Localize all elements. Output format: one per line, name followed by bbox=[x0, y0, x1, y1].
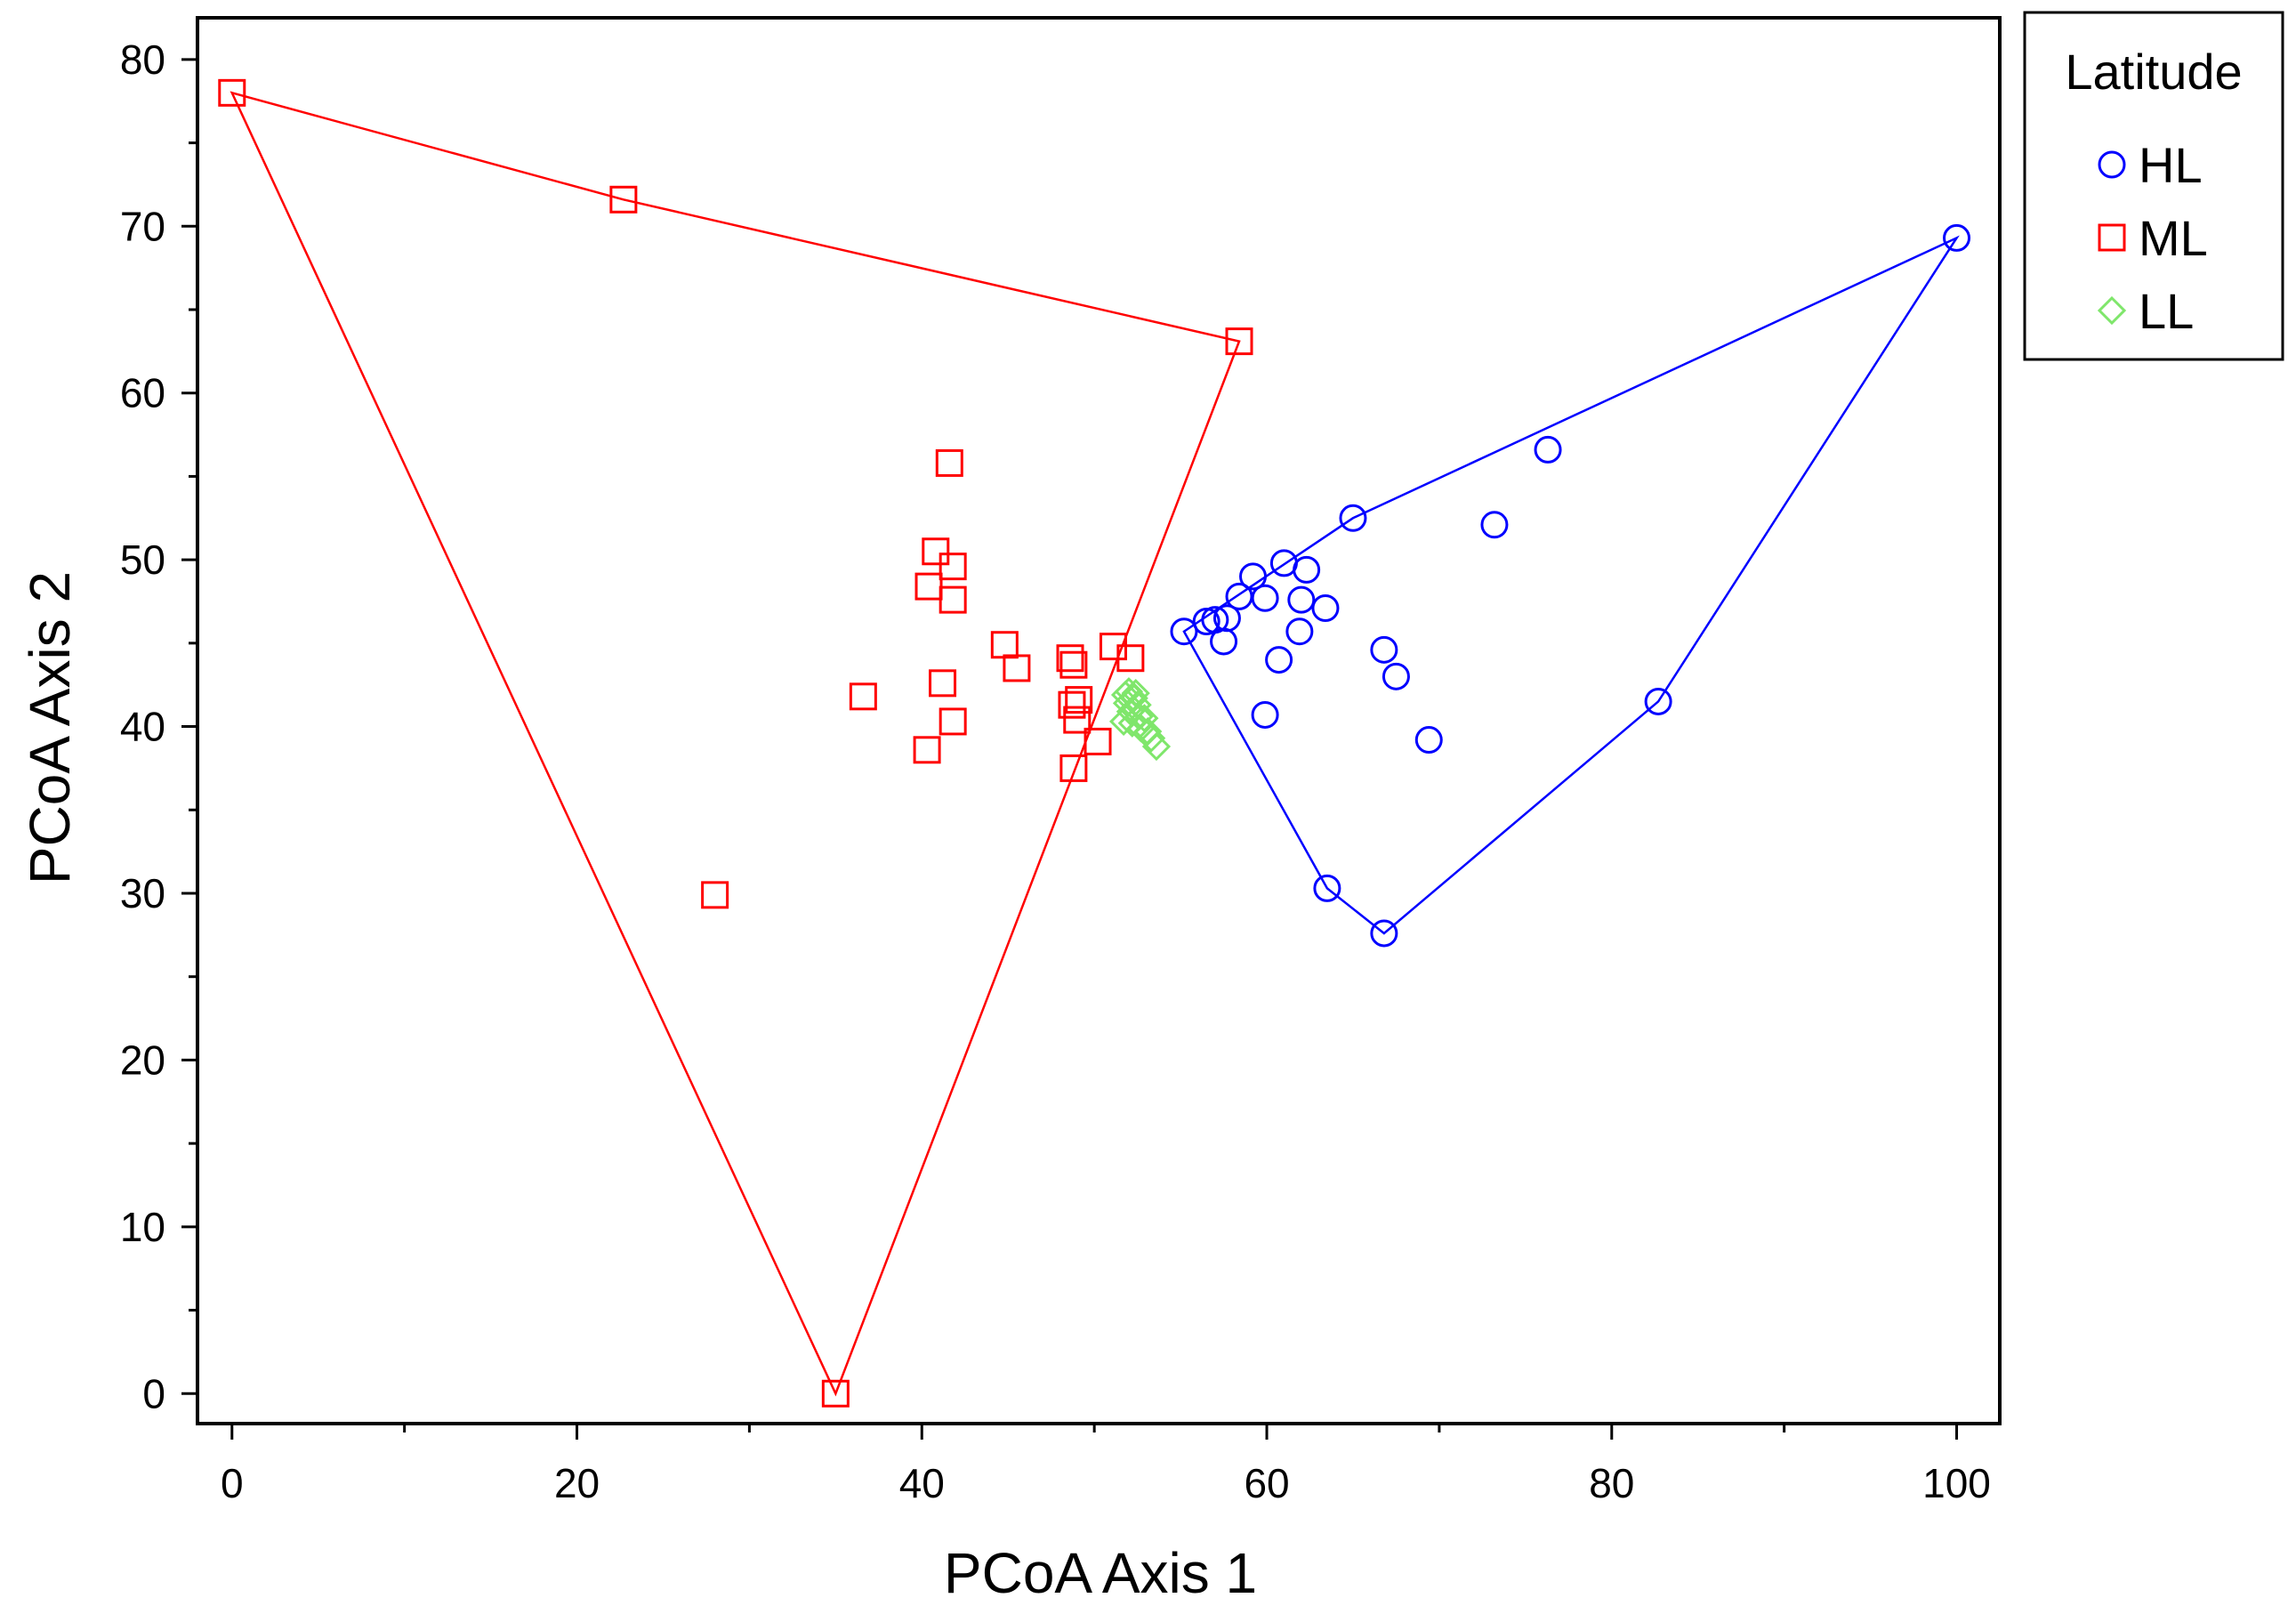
point-hl bbox=[1339, 504, 1367, 532]
point-ml bbox=[990, 631, 1019, 659]
point-hl bbox=[1382, 662, 1410, 690]
point-hl bbox=[1287, 585, 1316, 614]
legend-marker-ll bbox=[2097, 295, 2127, 326]
point-ml bbox=[1059, 650, 1088, 679]
legend-marker-hl bbox=[2098, 150, 2126, 179]
point-ml bbox=[939, 585, 967, 614]
legend-label-ll: LL bbox=[2139, 283, 2194, 339]
point-ml bbox=[1056, 644, 1084, 673]
x-tick-label: 40 bbox=[899, 1460, 945, 1506]
point-ml bbox=[1225, 327, 1253, 356]
point-hl bbox=[1943, 223, 1971, 252]
y-tick-label: 40 bbox=[120, 704, 165, 750]
point-ml bbox=[1116, 644, 1145, 673]
point-hl bbox=[1170, 617, 1198, 646]
plot-frame bbox=[196, 16, 2002, 1425]
point-ml bbox=[929, 669, 957, 698]
y-tick-label: 10 bbox=[120, 1204, 165, 1250]
point-hl bbox=[1480, 511, 1509, 539]
x-tick-label: 20 bbox=[554, 1460, 600, 1506]
legend-title: Latitude bbox=[2065, 44, 2242, 100]
point-hl bbox=[1293, 555, 1321, 584]
point-hl bbox=[1265, 646, 1293, 674]
point-ml bbox=[701, 881, 729, 909]
point-ml bbox=[609, 185, 638, 214]
legend-box bbox=[2023, 11, 2284, 361]
point-hl bbox=[1414, 726, 1443, 755]
point-ll bbox=[1137, 723, 1166, 753]
point-hl bbox=[1370, 635, 1398, 664]
point-ll bbox=[1130, 704, 1159, 733]
hull-ml bbox=[230, 91, 1241, 1397]
x-tick-label: 60 bbox=[1244, 1460, 1289, 1506]
x-tick-label: 80 bbox=[1589, 1460, 1634, 1506]
y-tick-label: 80 bbox=[120, 36, 165, 83]
x-tick-label: 0 bbox=[221, 1460, 244, 1506]
point-ml bbox=[1063, 706, 1092, 734]
x-tick-label: 100 bbox=[1922, 1460, 1991, 1506]
y-tick-label: 30 bbox=[120, 870, 165, 916]
point-hl bbox=[1370, 919, 1398, 948]
y-tick-label: 70 bbox=[120, 203, 165, 249]
point-hl bbox=[1534, 435, 1562, 464]
point-ml bbox=[1003, 654, 1031, 682]
point-hl bbox=[1285, 617, 1314, 646]
point-ll bbox=[1108, 706, 1139, 737]
hull-hl bbox=[1182, 235, 1960, 935]
point-ml bbox=[1058, 690, 1086, 719]
y-tick-label: 20 bbox=[120, 1037, 165, 1083]
y-axis: 0 10 20 30 40 50 60 70 80 bbox=[120, 36, 197, 1416]
point-ll bbox=[1116, 697, 1145, 726]
point-hl bbox=[1239, 562, 1268, 591]
hulls-layer bbox=[230, 91, 1960, 1397]
points-layer bbox=[218, 78, 1971, 1408]
y-tick-label: 0 bbox=[142, 1370, 165, 1416]
point-hl bbox=[1644, 687, 1672, 715]
point-ml bbox=[913, 736, 941, 764]
point-ml bbox=[821, 1379, 850, 1408]
point-ll bbox=[1121, 678, 1150, 708]
legend-items: HL ML LL bbox=[2097, 137, 2208, 339]
point-ml bbox=[939, 707, 967, 736]
point-ml bbox=[922, 537, 950, 566]
point-ml bbox=[914, 572, 943, 601]
point-ml bbox=[1084, 727, 1112, 755]
legend: Latitude HL ML LL bbox=[2023, 11, 2284, 361]
y-axis-title: PCoA Axis 2 bbox=[18, 571, 82, 884]
point-hl bbox=[1311, 593, 1340, 622]
point-ml bbox=[849, 682, 877, 711]
point-hl bbox=[1313, 874, 1341, 902]
x-axis: 0 20 40 60 80 100 bbox=[221, 1424, 1991, 1506]
point-hl bbox=[1251, 700, 1279, 729]
point-ll bbox=[1141, 731, 1172, 762]
point-ml bbox=[939, 553, 967, 581]
point-hl bbox=[1210, 627, 1238, 656]
point-ml bbox=[1059, 754, 1088, 782]
point-ll bbox=[1117, 708, 1147, 738]
point-ml bbox=[935, 448, 963, 477]
y-tick-label: 60 bbox=[120, 370, 165, 416]
point-ml bbox=[1065, 686, 1093, 714]
legend-label-hl: HL bbox=[2139, 137, 2203, 193]
point-hl bbox=[1251, 584, 1279, 612]
point-ml bbox=[218, 78, 246, 107]
x-axis-title: PCoA Axis 1 bbox=[944, 1541, 1257, 1605]
y-tick-label: 50 bbox=[120, 537, 165, 583]
legend-label-ml: ML bbox=[2139, 210, 2208, 266]
legend-marker-ml bbox=[2098, 223, 2126, 252]
point-hl bbox=[1192, 607, 1221, 635]
